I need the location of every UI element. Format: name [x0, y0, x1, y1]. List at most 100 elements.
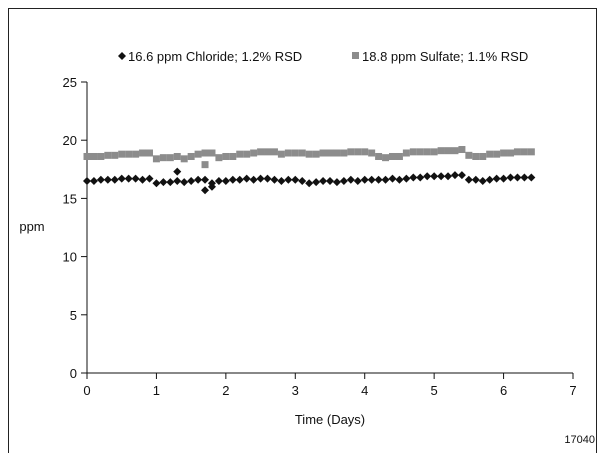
sulfate-point — [305, 150, 313, 158]
sulfate-point — [326, 149, 334, 157]
chloride-point — [409, 173, 418, 182]
sulfate-point — [125, 150, 133, 158]
x-tick-label: 3 — [292, 383, 299, 398]
y-tick-label: 25 — [63, 75, 77, 90]
chloride-point — [506, 173, 515, 182]
sulfate-point — [291, 149, 299, 157]
figure-frame — [8, 8, 597, 453]
sulfate-point — [83, 152, 91, 160]
axes — [86, 82, 573, 374]
chloride-point — [180, 178, 189, 187]
chloride-point — [131, 174, 140, 183]
chloride-point — [83, 176, 91, 185]
chloride-point — [291, 175, 300, 184]
chloride-point — [145, 174, 154, 183]
chloride-point — [256, 174, 265, 183]
sulfate-point — [527, 148, 535, 156]
chloride-point — [367, 175, 376, 184]
chloride-point — [388, 174, 397, 183]
x-axis-ticks: 0 1 2 3 4 5 6 7 — [83, 373, 577, 398]
chloride-point — [305, 179, 314, 188]
sulfate-point — [388, 152, 396, 160]
chloride-point — [110, 175, 119, 184]
sulfate-point — [97, 152, 105, 160]
sulfate-point — [215, 154, 223, 162]
sulfate-point — [437, 147, 445, 155]
x-tick-label: 1 — [153, 383, 160, 398]
sulfate-point — [298, 149, 306, 157]
chloride-point — [201, 186, 210, 195]
sulfate-point — [139, 149, 147, 157]
sulfate-point — [152, 155, 160, 163]
chloride-point — [478, 176, 487, 185]
x-tick-label: 4 — [361, 383, 368, 398]
sulfate-point — [500, 149, 508, 157]
sulfate-point — [229, 152, 237, 160]
chloride-point — [360, 175, 369, 184]
chloride-point — [464, 175, 473, 184]
chloride-point — [395, 175, 404, 184]
chloride-point — [214, 176, 223, 185]
sulfate-point — [479, 152, 487, 160]
sulfate-point — [333, 149, 341, 157]
y-axis-title: ppm — [19, 219, 44, 234]
chloride-point — [492, 174, 501, 183]
sulfate-point — [145, 149, 153, 157]
sulfate-point — [507, 149, 515, 157]
sulfate-point — [409, 148, 417, 156]
y-tick-label: 10 — [63, 250, 77, 265]
chloride-point — [457, 171, 466, 180]
legend-label-chloride: 16.6 ppm Chloride; 1.2% RSD — [128, 49, 302, 64]
sulfate-point — [111, 151, 119, 159]
chloride-point — [89, 176, 98, 185]
chloride-point — [450, 171, 459, 180]
chloride-point — [221, 176, 230, 185]
sulfate-point — [201, 161, 209, 169]
sulfate-point — [208, 149, 216, 157]
chloride-point — [381, 175, 390, 184]
chloride-point — [339, 176, 348, 185]
series-chloride — [83, 167, 536, 195]
sulfate-point — [201, 149, 209, 157]
x-tick-label: 7 — [569, 383, 576, 398]
chloride-point — [513, 173, 522, 182]
y-tick-label: 15 — [63, 191, 77, 206]
chloride-point — [312, 178, 321, 187]
sulfate-point — [340, 149, 348, 157]
sulfate-point — [423, 148, 431, 156]
chloride-point — [235, 175, 244, 184]
sulfate-point — [465, 151, 473, 159]
y-tick-label: 0 — [70, 366, 77, 381]
sulfate-point — [347, 148, 355, 156]
sulfate-point — [520, 148, 528, 156]
sulfate-point — [354, 148, 362, 156]
legend-marker-sulfate — [352, 52, 359, 59]
chloride-point — [124, 174, 133, 183]
chloride-point — [173, 167, 182, 176]
chloride-point — [346, 175, 355, 184]
chloride-point — [430, 172, 439, 181]
chloride-point — [159, 178, 168, 187]
sulfate-point — [319, 149, 327, 157]
chloride-point — [228, 175, 237, 184]
sulfate-point — [493, 150, 501, 158]
x-tick-label: 2 — [222, 383, 229, 398]
sulfate-point — [416, 148, 424, 156]
chloride-point — [332, 178, 341, 187]
y-tick-label: 20 — [63, 133, 77, 148]
chloride-point — [270, 175, 279, 184]
sulfate-point — [104, 151, 112, 159]
chloride-point — [423, 172, 432, 181]
chloride-point — [201, 175, 210, 184]
chloride-point — [187, 176, 196, 185]
chloride-point — [173, 176, 182, 185]
chloride-point — [326, 176, 334, 185]
chloride-point — [319, 176, 328, 185]
sulfate-point — [368, 149, 376, 157]
sulfate-point — [458, 146, 466, 154]
sulfate-point — [430, 148, 438, 156]
chloride-point — [353, 176, 362, 185]
sulfate-point — [277, 150, 285, 158]
chloride-point — [117, 174, 126, 183]
sulfate-point — [173, 152, 181, 160]
